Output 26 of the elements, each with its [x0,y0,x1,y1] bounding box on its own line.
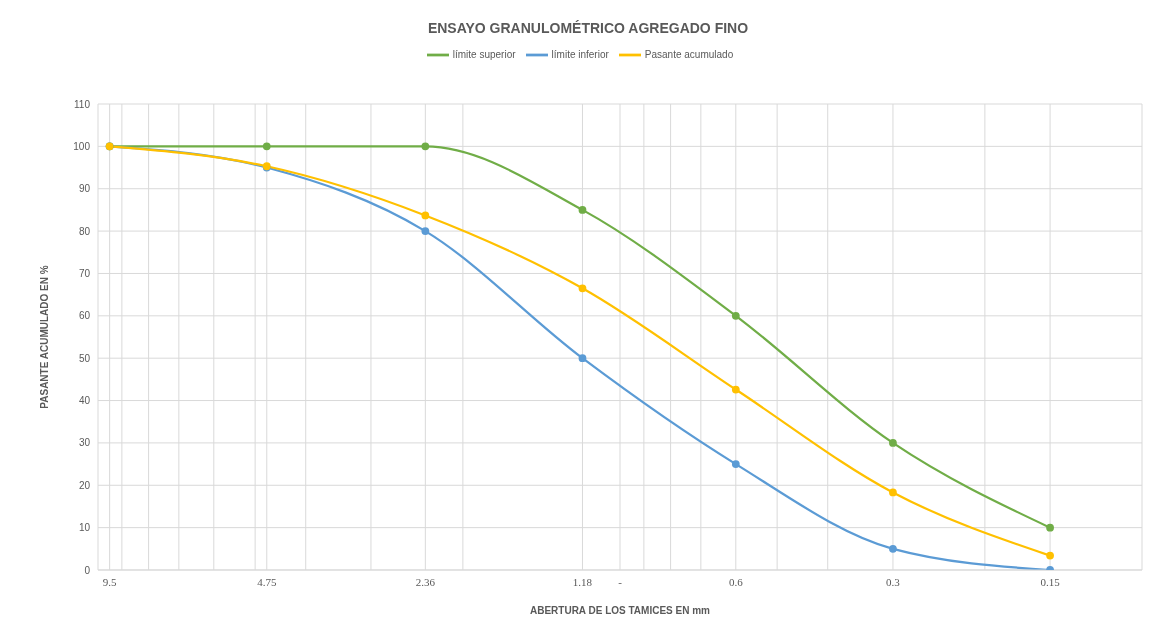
y-axis-title: PASANTE ACUMULADO EN % [38,265,50,409]
chart-title: ENSAYO GRANULOMÉTRICO AGREGADO FINO [426,19,750,38]
x-tick-label: - [618,575,623,588]
legend-label: límite inferior [551,48,609,60]
y-tick-label: 40 [78,395,91,407]
y-tick-label: 0 [84,564,91,576]
y-tick-label: 80 [78,225,91,237]
y-tick-label: 70 [78,268,91,279]
y-tick-label: 90 [78,183,91,195]
x-tick-label: 0.3 [886,575,901,588]
y-tick-label: 30 [78,437,91,449]
y-tick-label: 10 [78,522,91,534]
y-tick-label: 100 [73,140,91,152]
x-tick-label: 0.6 [728,575,744,588]
legend-label: límite superior [452,48,516,60]
x-axis-title: ABERTURA DE LOS TAMICES EN mm [529,605,711,616]
y-tick-label: 20 [78,479,91,491]
legend-label: Pasante acumulado [644,48,734,60]
x-tick-label: 9.5 [102,575,117,588]
x-tick-label: 0.15 [1040,575,1061,588]
y-tick-label: 60 [78,310,91,322]
y-tick-label: 50 [78,352,91,364]
x-tick-label: 2.36 [415,575,436,588]
x-tick-label: 1.18 [572,575,593,588]
y-tick-label: 110 [74,98,91,110]
x-tick-label: 4.75 [257,575,277,588]
